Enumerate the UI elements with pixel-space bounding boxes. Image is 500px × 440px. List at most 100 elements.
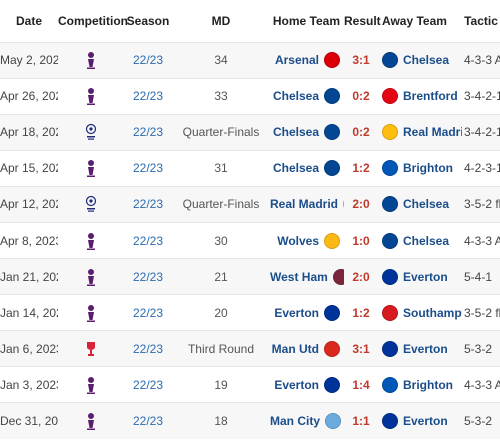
home-team-cell[interactable]: Everton: [270, 295, 344, 331]
away-team-cell[interactable]: Brentford: [378, 78, 462, 114]
away-team-name[interactable]: Everton: [403, 414, 448, 429]
premier-league-logo-icon[interactable]: [85, 411, 97, 431]
away-team-name[interactable]: Everton: [403, 341, 448, 356]
everton-crest-icon[interactable]: [324, 304, 340, 321]
table-row[interactable]: Jan 6, 2023 22/23 Third Round Man Utd 3:1 Eve…: [0, 330, 500, 367]
wolves-crest-icon[interactable]: [324, 232, 340, 249]
premier-league-logo-icon[interactable]: [85, 303, 97, 323]
table-row[interactable]: Jan 14, 2023 22/23 20 Everton 1:2 Southampton…: [0, 294, 500, 331]
match-result[interactable]: 2:0: [352, 269, 370, 284]
away-team-cell[interactable]: Everton: [378, 259, 462, 295]
chelsea-crest-icon[interactable]: [324, 88, 340, 105]
champions-league-logo-icon[interactable]: [85, 194, 97, 214]
away-team-cell[interactable]: Everton: [378, 403, 462, 439]
home-team-name[interactable]: Real Madrid: [270, 197, 339, 212]
header-tactic[interactable]: Tactic: [464, 13, 498, 28]
home-team-name[interactable]: Man City: [270, 414, 321, 429]
man-city-crest-icon[interactable]: [325, 413, 342, 430]
away-team-name[interactable]: Brighton: [403, 161, 453, 176]
home-team-name[interactable]: Man Utd: [271, 341, 319, 356]
everton-crest-icon[interactable]: [324, 376, 340, 393]
season-link[interactable]: 22/23: [132, 269, 164, 284]
match-result[interactable]: 1:0: [352, 233, 370, 248]
season-link[interactable]: 22/23: [132, 233, 164, 248]
away-team-name[interactable]: Brentford: [403, 89, 458, 104]
table-row[interactable]: Apr 12, 2023 22/23 Quarter-Finals Real Madr…: [0, 186, 500, 223]
premier-league-logo-icon[interactable]: [85, 50, 97, 70]
table-row[interactable]: Apr 15, 2023 22/23 31 Chelsea 1:2 Brighton 4-2…: [0, 150, 500, 186]
season-link[interactable]: 22/23: [132, 161, 164, 176]
west-ham-crest-icon[interactable]: [332, 268, 344, 285]
everton-crest-icon[interactable]: [382, 413, 398, 430]
home-team-cell[interactable]: Chelsea: [270, 150, 344, 186]
home-team-name[interactable]: Chelsea: [272, 161, 319, 176]
chelsea-crest-icon[interactable]: [382, 52, 398, 69]
match-result[interactable]: 1:2: [352, 161, 370, 176]
table-row[interactable]: May 2, 2023 22/23 34 Arsenal 3:1 Chelsea 4-3-3…: [0, 42, 500, 79]
away-team-cell[interactable]: Chelsea: [378, 42, 462, 78]
man-utd-crest-icon[interactable]: [324, 340, 340, 357]
home-team-cell[interactable]: Arsenal: [270, 42, 344, 78]
season-link[interactable]: 22/23: [132, 414, 164, 429]
away-team-cell[interactable]: Southampton: [378, 295, 462, 331]
brighton-crest-icon[interactable]: [382, 376, 398, 393]
premier-league-logo-icon[interactable]: [85, 86, 97, 106]
header-competition[interactable]: Competition: [58, 13, 128, 28]
match-result[interactable]: 3:1: [352, 53, 370, 68]
premier-league-logo-icon[interactable]: [85, 375, 97, 395]
home-team-cell[interactable]: Chelsea: [270, 78, 344, 114]
home-team-name[interactable]: West Ham: [270, 269, 328, 284]
away-team-name[interactable]: Chelsea: [403, 233, 450, 248]
away-team-name[interactable]: Southampton: [403, 305, 462, 320]
season-link[interactable]: 22/23: [132, 197, 164, 212]
match-result[interactable]: 3:1: [352, 341, 370, 356]
away-team-name[interactable]: Real Madrid: [403, 125, 462, 140]
match-result[interactable]: 1:2: [352, 305, 370, 320]
home-team-cell[interactable]: Real Madrid: [270, 186, 344, 222]
premier-league-logo-icon[interactable]: [85, 158, 97, 178]
home-team-name[interactable]: Everton: [274, 305, 319, 320]
real-madrid-crest-icon[interactable]: [343, 196, 344, 213]
match-result[interactable]: 1:1: [352, 414, 370, 429]
home-team-name[interactable]: Everton: [274, 377, 319, 392]
home-team-name[interactable]: Chelsea: [272, 89, 319, 104]
season-link[interactable]: 22/23: [132, 377, 164, 392]
southampton-crest-icon[interactable]: [382, 304, 398, 321]
fa-cup-logo-icon[interactable]: [85, 339, 97, 359]
away-team-cell[interactable]: Real Madrid: [378, 114, 462, 150]
home-team-cell[interactable]: West Ham: [270, 259, 344, 295]
home-team-name[interactable]: Chelsea: [272, 125, 319, 140]
home-team-cell[interactable]: Man City: [270, 403, 344, 439]
table-row[interactable]: Jan 21, 2023 22/23 21 West Ham 2:0 Everton 5-4…: [0, 258, 500, 295]
home-team-name[interactable]: Arsenal: [274, 53, 319, 68]
table-row[interactable]: Apr 8, 2023 22/23 30 Wolves 1:0 Chelsea 4-3-3 …: [0, 222, 500, 258]
season-link[interactable]: 22/23: [132, 341, 164, 356]
chelsea-crest-icon[interactable]: [382, 196, 398, 213]
away-team-cell[interactable]: Chelsea: [378, 186, 462, 222]
season-link[interactable]: 22/23: [132, 89, 164, 104]
home-team-cell[interactable]: Man Utd: [270, 331, 344, 367]
brighton-crest-icon[interactable]: [382, 160, 398, 177]
premier-league-logo-icon[interactable]: [85, 231, 97, 251]
season-link[interactable]: 22/23: [132, 53, 164, 68]
match-result[interactable]: 0:2: [352, 89, 370, 104]
away-team-cell[interactable]: Brighton: [378, 367, 462, 403]
header-date[interactable]: Date: [15, 13, 42, 28]
away-team-name[interactable]: Brighton: [403, 377, 453, 392]
arsenal-crest-icon[interactable]: [324, 52, 340, 69]
away-team-name[interactable]: Chelsea: [403, 197, 450, 212]
chelsea-crest-icon[interactable]: [324, 160, 340, 177]
table-row[interactable]: Apr 26, 2023 22/23 33 Chelsea 0:2 Brentford 3-…: [0, 78, 500, 114]
match-result[interactable]: 2:0: [352, 197, 370, 212]
header-season[interactable]: Season: [126, 13, 170, 28]
away-team-name[interactable]: Chelsea: [403, 53, 450, 68]
away-team-name[interactable]: Everton: [403, 269, 448, 284]
home-team-cell[interactable]: Everton: [270, 367, 344, 403]
home-team-cell[interactable]: Wolves: [270, 222, 344, 258]
header-md[interactable]: MD: [211, 13, 231, 28]
table-row[interactable]: Apr 18, 2023 22/23 Quarter-Finals Chelsea 0:…: [0, 114, 500, 151]
away-team-cell[interactable]: Brighton: [378, 150, 462, 186]
season-link[interactable]: 22/23: [132, 125, 164, 140]
season-link[interactable]: 22/23: [132, 305, 164, 320]
home-team-name[interactable]: Wolves: [277, 233, 319, 248]
